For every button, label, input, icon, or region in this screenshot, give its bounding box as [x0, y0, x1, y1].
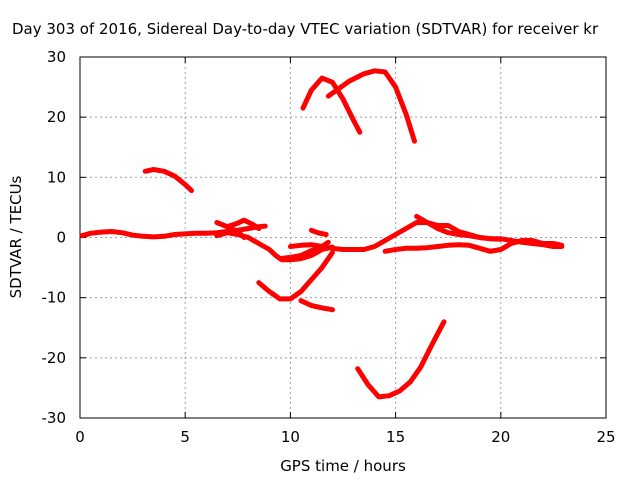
series-arc-8	[382, 238, 565, 254]
y-tick-label: 30	[47, 48, 66, 66]
x-tick-label: 20	[491, 428, 510, 446]
y-tick-label: 20	[47, 108, 66, 126]
x-tick-labels: 0 5 10 15 20 25	[75, 428, 615, 446]
y-axis-label: SDTVAR / TECUs	[7, 175, 25, 298]
y-tick-label: 10	[47, 168, 66, 186]
series-arc-9	[256, 250, 335, 302]
series-arc-12	[142, 167, 194, 194]
y-tick-labels: -30 -20 -10 0 10 20 30	[42, 48, 67, 427]
x-tick-label: 10	[281, 428, 300, 446]
x-tick-label: 5	[180, 428, 190, 446]
x-tick-label: 15	[386, 428, 405, 446]
series-arc-15	[355, 319, 447, 400]
y-tick-label: -10	[42, 289, 67, 307]
series-arc-6	[308, 227, 329, 237]
chart-title: Day 303 of 2016, Sidereal Day-to-day VTE…	[12, 20, 599, 38]
x-tick-label: 0	[75, 428, 85, 446]
y-tick-label: -30	[42, 409, 67, 427]
x-tick-label: 25	[596, 428, 615, 446]
y-tick-label: 0	[56, 229, 66, 247]
series-arc-4	[224, 217, 262, 231]
series-arc-3	[214, 220, 247, 240]
axis-ticks	[79, 56, 607, 419]
series-arc-11	[298, 298, 335, 313]
series-arc-14	[325, 68, 417, 144]
x-axis-label: GPS time / hours	[280, 457, 406, 475]
data-series	[79, 68, 565, 400]
y-tick-label: -20	[42, 349, 67, 367]
series-arc-13	[300, 75, 363, 135]
series-arc-10	[277, 239, 331, 262]
